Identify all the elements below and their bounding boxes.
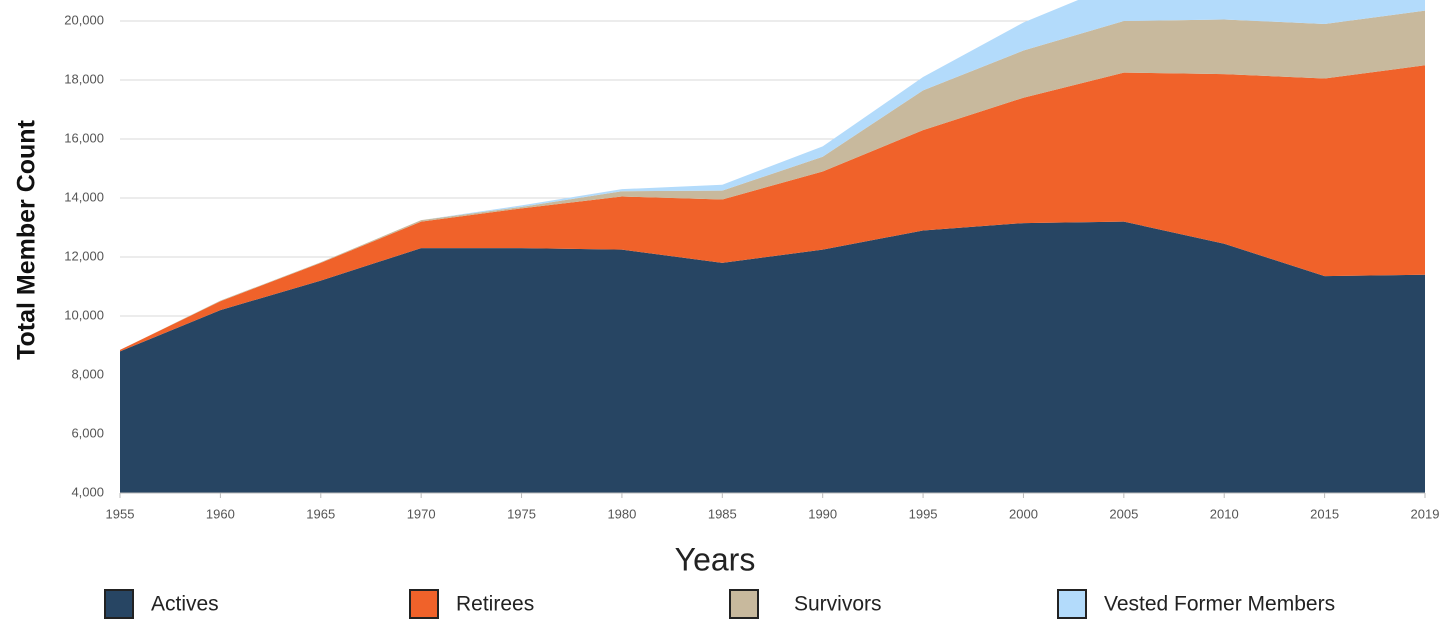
x-tick-label: 2010 [1210,506,1239,521]
x-tick-label: 1960 [206,506,235,521]
x-tick-label: 1955 [106,506,135,521]
y-tick-label: 6,000 [71,425,104,440]
x-tick-label: 1970 [407,506,436,521]
legend-swatch [729,589,759,619]
x-tick-label: 1975 [507,506,536,521]
x-tick-label: 2019 [1411,506,1440,521]
area [120,10,1425,350]
x-tick-label: 2015 [1310,506,1339,521]
y-tick-label: 4,000 [71,484,104,499]
legend-swatch [104,589,134,619]
x-tick-label: 1965 [306,506,335,521]
legend-label: Vested Former Members [1104,593,1335,616]
y-axis-label: Total Member Count [13,119,41,359]
y-tick-label: 12,000 [64,248,104,263]
area [120,65,1425,352]
x-tick-label: 1985 [708,506,737,521]
x-tick-label: 1980 [607,506,636,521]
y-tick-label: 20,000 [64,12,104,27]
x-tick-label: 2005 [1109,506,1138,521]
y-tick-label: 16,000 [64,130,104,145]
x-axis-label: Years [675,541,756,577]
y-tick-label: 8,000 [71,366,104,381]
area [120,221,1425,493]
y-tick-label: 18,000 [64,71,104,86]
legend-swatch [1057,589,1087,619]
x-tick-label: 1995 [909,506,938,521]
legend-label: Actives [151,593,219,616]
legend-label: Survivors [794,593,882,616]
legend-swatch [409,589,439,619]
y-tick-label: 14,000 [64,189,104,204]
x-tick-label: 1990 [808,506,837,521]
legend-label: Retirees [456,593,534,616]
x-tick-label: 2000 [1009,506,1038,521]
y-tick-label: 10,000 [64,307,104,322]
